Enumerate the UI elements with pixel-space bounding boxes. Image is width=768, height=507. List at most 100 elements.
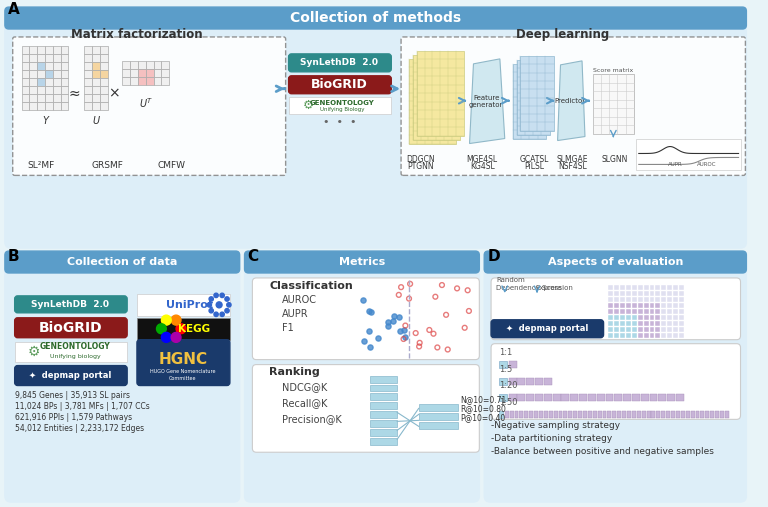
Bar: [521, 56, 554, 131]
Bar: [146, 61, 154, 69]
Bar: [593, 74, 634, 133]
Text: U: U: [92, 116, 99, 126]
Text: GENEONTOLOGY: GENEONTOLOGY: [310, 100, 375, 105]
Bar: [146, 69, 154, 77]
Bar: [644, 315, 648, 320]
Bar: [53, 102, 61, 110]
Bar: [597, 394, 604, 402]
Point: [413, 342, 425, 350]
Bar: [45, 70, 53, 78]
Bar: [621, 291, 625, 296]
Bar: [84, 86, 92, 94]
Bar: [29, 54, 37, 62]
Bar: [626, 309, 631, 314]
Bar: [100, 62, 108, 70]
Point: [399, 321, 412, 330]
Bar: [637, 297, 643, 302]
Bar: [603, 411, 607, 418]
Bar: [29, 46, 37, 54]
FancyBboxPatch shape: [5, 253, 240, 502]
FancyBboxPatch shape: [13, 37, 286, 175]
Text: A: A: [8, 2, 19, 17]
Polygon shape: [558, 61, 585, 140]
Point: [413, 339, 425, 347]
Bar: [614, 394, 622, 402]
Bar: [45, 46, 53, 54]
Circle shape: [157, 324, 167, 334]
Point: [458, 324, 471, 332]
Bar: [45, 86, 53, 94]
Bar: [61, 70, 68, 78]
Bar: [37, 62, 45, 70]
Polygon shape: [469, 59, 505, 143]
Bar: [676, 411, 680, 418]
Bar: [637, 303, 643, 308]
Bar: [154, 61, 161, 69]
Bar: [29, 70, 37, 78]
Bar: [61, 86, 68, 94]
Bar: [45, 62, 53, 70]
Bar: [525, 411, 528, 418]
Bar: [508, 394, 517, 402]
Bar: [137, 294, 230, 316]
Bar: [661, 333, 666, 338]
Bar: [37, 102, 45, 110]
Bar: [661, 321, 666, 326]
Text: GCATSL: GCATSL: [519, 156, 549, 164]
Bar: [29, 86, 37, 94]
FancyBboxPatch shape: [491, 278, 740, 340]
Text: AUROC: AUROC: [282, 295, 316, 305]
Bar: [598, 411, 601, 418]
Bar: [84, 78, 92, 86]
Bar: [720, 411, 724, 418]
Bar: [661, 411, 665, 418]
Bar: [100, 46, 108, 54]
Bar: [544, 378, 551, 384]
Text: ⚙: ⚙: [303, 99, 314, 112]
Bar: [138, 77, 146, 85]
Bar: [544, 411, 548, 418]
FancyBboxPatch shape: [15, 318, 127, 338]
Bar: [673, 303, 678, 308]
Text: HUGO Gene Nomenclature: HUGO Gene Nomenclature: [151, 369, 216, 374]
Bar: [529, 411, 533, 418]
Bar: [626, 291, 631, 296]
Bar: [535, 394, 543, 402]
Bar: [289, 97, 391, 114]
Bar: [92, 94, 100, 102]
Bar: [409, 59, 456, 143]
Bar: [526, 378, 534, 384]
Text: KG4SL: KG4SL: [470, 162, 495, 171]
Bar: [573, 411, 577, 418]
Bar: [667, 394, 675, 402]
Text: 9,845 Genes | 35,913 SL pairs: 9,845 Genes | 35,913 SL pairs: [15, 391, 130, 401]
Bar: [667, 333, 672, 338]
Bar: [553, 394, 561, 402]
Bar: [650, 291, 654, 296]
Bar: [608, 309, 614, 314]
Bar: [642, 411, 646, 418]
Bar: [53, 54, 61, 62]
Bar: [608, 333, 614, 338]
Bar: [715, 411, 719, 418]
Bar: [627, 411, 631, 418]
Bar: [614, 309, 619, 314]
Text: Committee: Committee: [169, 376, 197, 381]
Bar: [621, 321, 625, 326]
Bar: [636, 138, 741, 170]
Circle shape: [225, 308, 229, 313]
Bar: [632, 411, 636, 418]
Bar: [369, 376, 397, 382]
Bar: [544, 394, 551, 402]
Text: Precision@K: Precision@K: [282, 414, 342, 424]
Point: [397, 335, 409, 343]
Bar: [671, 411, 675, 418]
Bar: [138, 69, 146, 77]
Text: N@10=0.71: N@10=0.71: [460, 395, 506, 404]
Bar: [588, 394, 596, 402]
Bar: [621, 327, 625, 332]
Text: P@10=0.40: P@10=0.40: [460, 413, 505, 422]
Bar: [637, 327, 643, 332]
Circle shape: [171, 333, 181, 342]
Bar: [508, 360, 517, 368]
